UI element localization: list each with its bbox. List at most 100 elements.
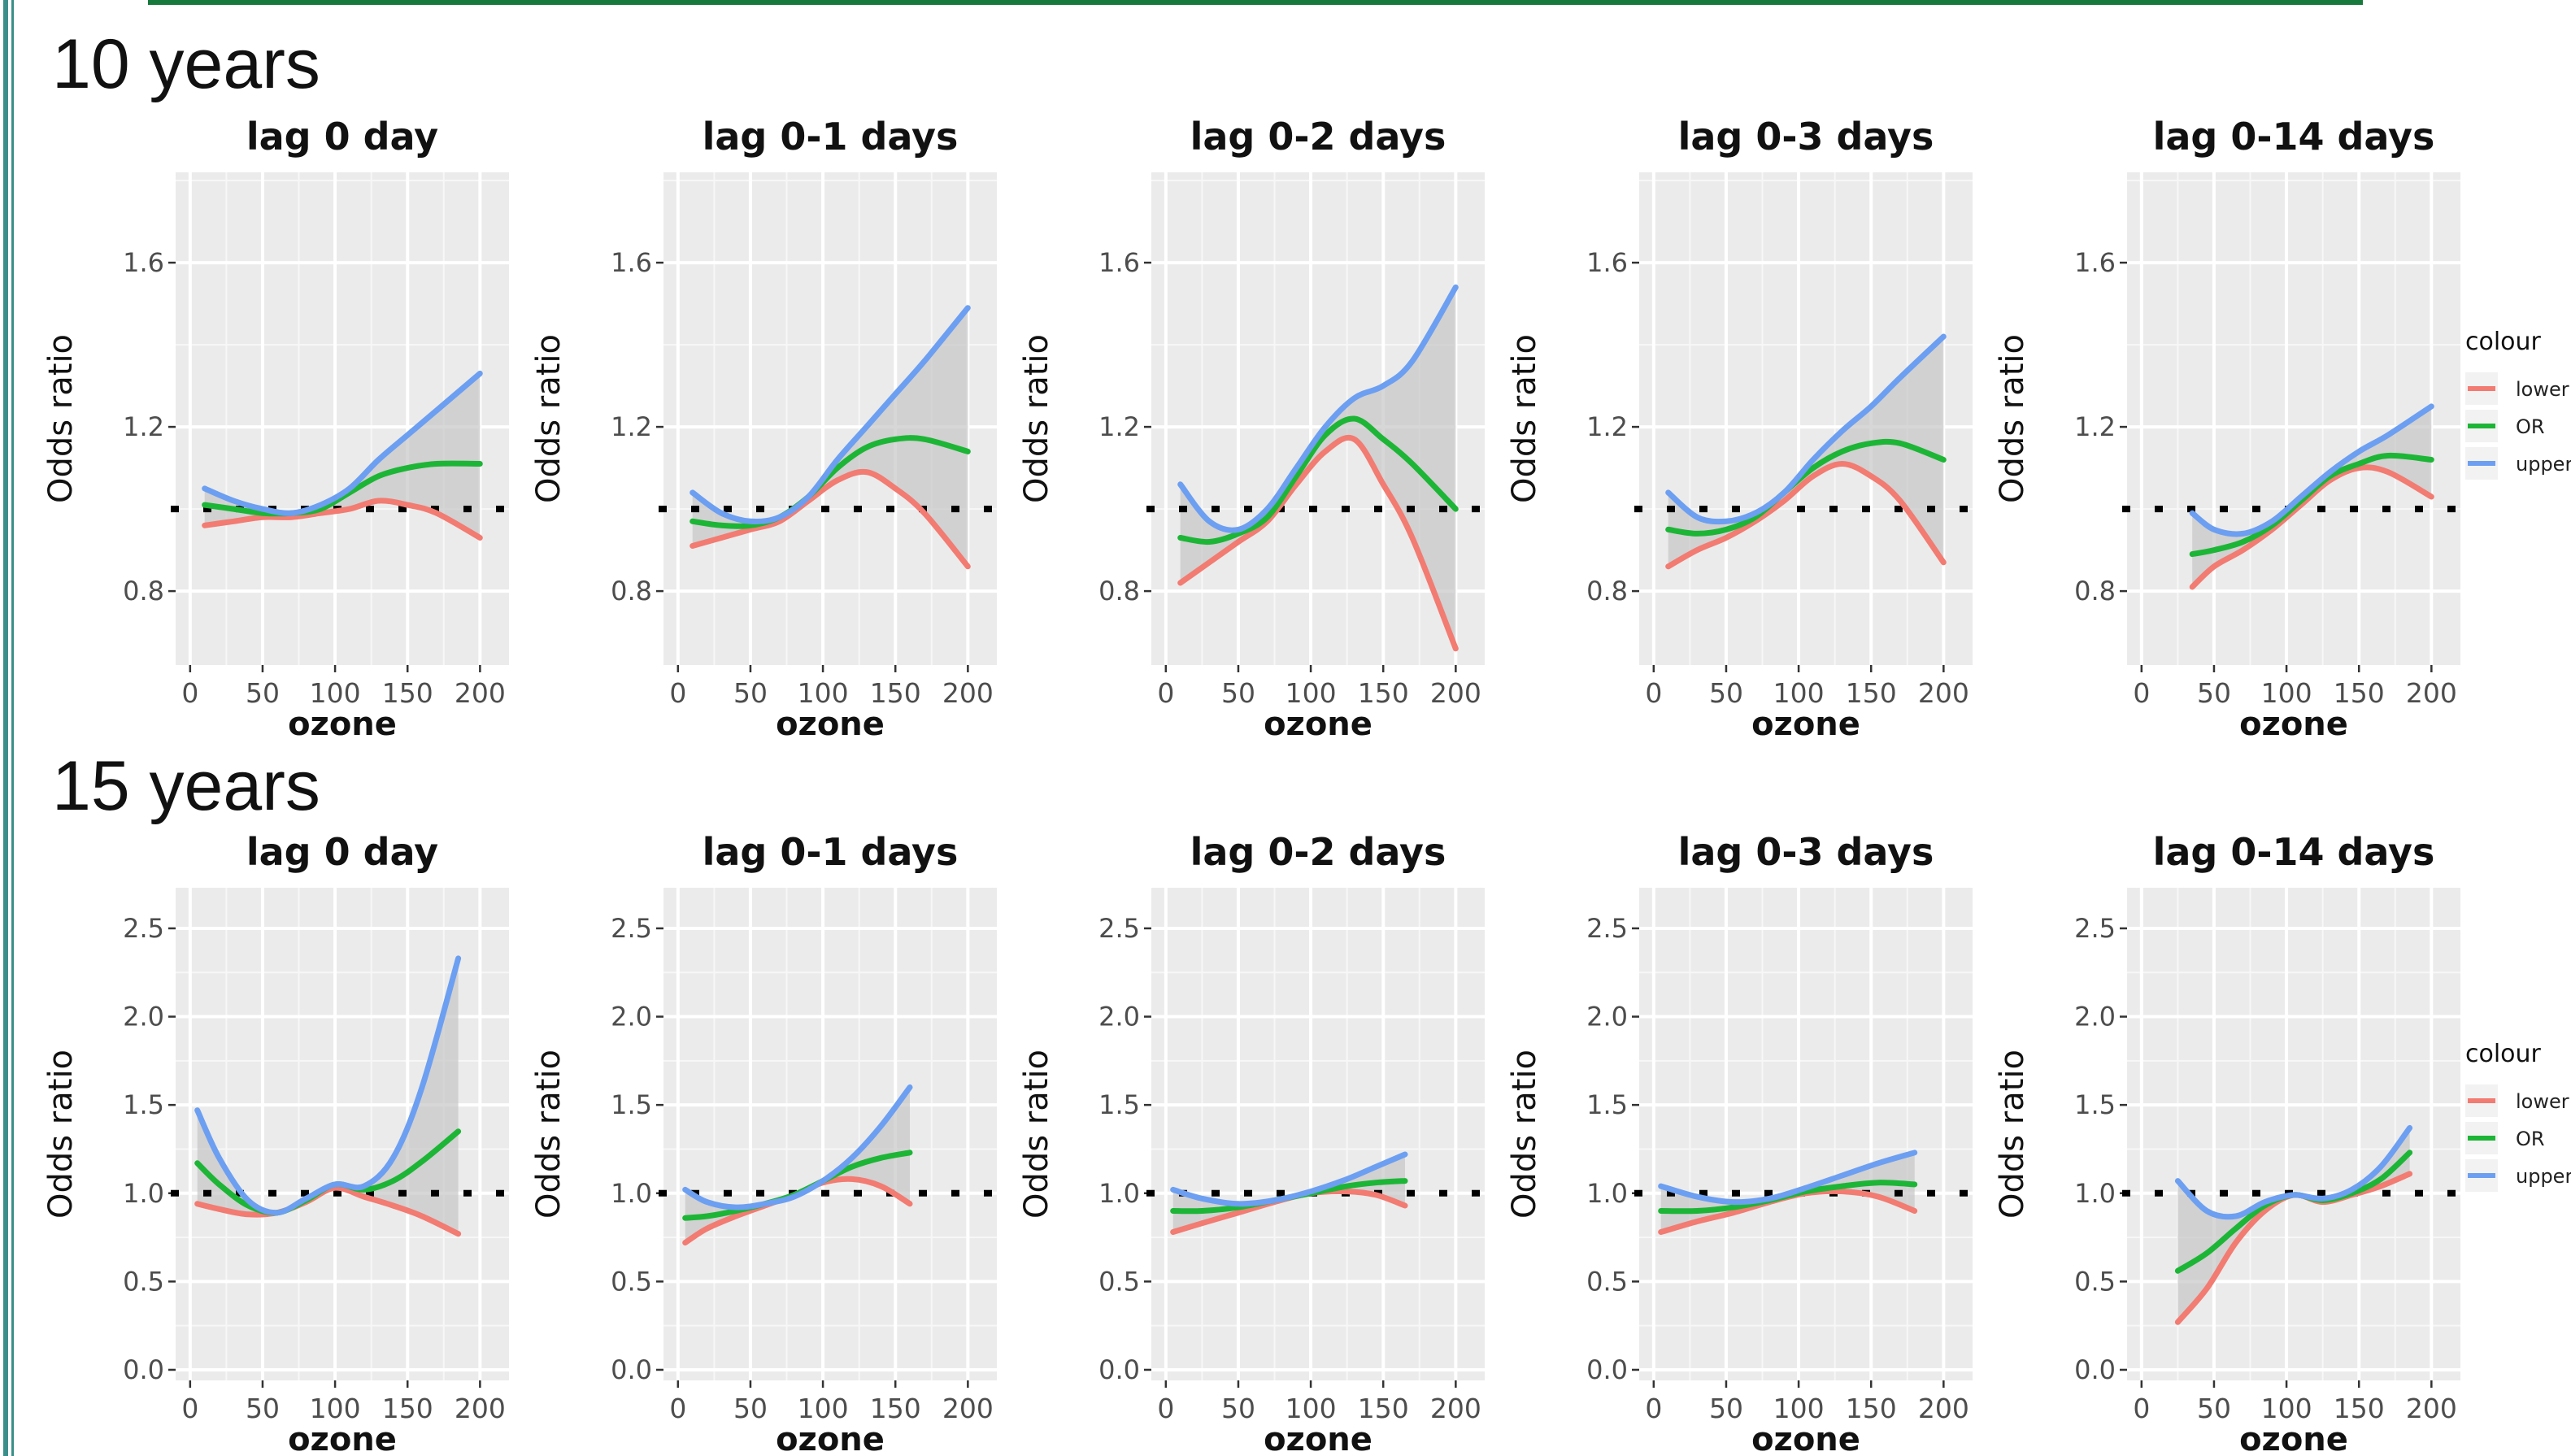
x-axis-label: ozone (1751, 1421, 1860, 1456)
x-tick-label: 0 (1645, 677, 1662, 709)
legend-label-upper: upper (2516, 1165, 2571, 1188)
y-tick-label: 2.5 (2074, 913, 2116, 944)
x-tick-label: 150 (1846, 677, 1897, 709)
x-tick-label: 200 (2406, 1393, 2457, 1424)
legend-label-upper: upper (2516, 453, 2571, 476)
x-tick-label: 0 (181, 1393, 198, 1424)
y-tick-label: 2.0 (1098, 1002, 1140, 1032)
panel-15y-3: 0 50 100 150 200 0.0 0.5 1.0 1.5 2.0 2.5 lag 0-2 da… (1018, 830, 1488, 1456)
y-tick-label: 2.0 (123, 1002, 164, 1032)
y-tick-label: 1.5 (2074, 1089, 2116, 1120)
y-tick-label: 0.8 (1586, 576, 1628, 606)
x-tick-label: 50 (1709, 677, 1743, 709)
x-tick-label: 100 (1773, 1393, 1825, 1424)
y-tick-label: 2.5 (1098, 913, 1140, 944)
y-tick-label: 2.5 (1586, 913, 1628, 944)
y-tick-label: 1.0 (2074, 1178, 2116, 1209)
series-line-or (2189, 452, 2434, 558)
y-tick-label: 0.8 (2074, 576, 2116, 606)
x-tick-label: 200 (1430, 1393, 1481, 1424)
panel-10y-1: 0 50 100 150 200 0.8 1.2 1.6 lag 0 day ozone Odds … (42, 115, 512, 743)
confidence-ribbon (1668, 337, 1944, 567)
x-tick-label: 0 (2133, 1393, 2150, 1424)
series-line-upper (682, 1084, 913, 1210)
legend-title: colour (2465, 1040, 2542, 1068)
panel-title: lag 0-1 days (703, 830, 959, 874)
y-tick-label: 1.6 (2074, 247, 2116, 278)
x-axis-label: ozone (2239, 1421, 2348, 1456)
x-tick-label: 150 (870, 677, 921, 709)
panel-title: lag 0-3 days (1678, 115, 1934, 159)
legend-10y: colour lower C OR upper (2465, 328, 2571, 480)
x-axis-label: ozone (1264, 1421, 1373, 1456)
x-tick-label: 0 (669, 1393, 686, 1424)
section-label-15-years: 15 years (52, 747, 320, 825)
panel-10y-2: 0 50 100 150 200 0.8 1.2 1.6 lag 0-1 days ozone Od… (530, 115, 1000, 743)
y-tick-label: 1.6 (1586, 247, 1628, 278)
y-tick-label: 0.8 (611, 576, 652, 606)
panel-10y-3: 0 50 100 150 200 0.8 1.2 1.6 lag 0-2 days ozone Od… (1018, 115, 1488, 743)
series-line-lower (2189, 464, 2434, 590)
y-tick-label: 1.0 (611, 1178, 652, 1209)
series-line-upper (1665, 333, 1947, 525)
y-tick-label: 1.2 (1586, 411, 1628, 442)
y-axis-label: Odds ratio (1506, 334, 1543, 503)
y-tick-label: 1.2 (123, 411, 164, 442)
y-tick-label: 0.5 (1586, 1266, 1628, 1297)
x-tick-label: 50 (246, 1393, 280, 1424)
panel-15y-4: 0 50 100 150 200 0.0 0.5 1.0 1.5 2.0 2.5 lag 0-3 da… (1506, 830, 1976, 1456)
x-tick-label: 150 (382, 1393, 433, 1424)
y-tick-label: 2.0 (611, 1002, 652, 1032)
series-line-lower (1177, 434, 1459, 652)
y-tick-label: 1.2 (1098, 411, 1140, 442)
x-tick-label: 200 (455, 677, 506, 709)
legend-15y: colour lower C OR upper (2465, 1040, 2571, 1192)
panel-background (2127, 172, 2460, 665)
x-axis-label: ozone (1264, 706, 1373, 743)
series-line-lower (690, 468, 971, 570)
x-tick-label: 150 (2334, 677, 2385, 709)
panel-background (663, 888, 997, 1380)
x-tick-label: 100 (310, 1393, 361, 1424)
legend-label-or: OR (2516, 1128, 2545, 1150)
y-tick-label: 1.5 (1586, 1089, 1628, 1120)
x-tick-label: 200 (1918, 677, 1969, 709)
legend-label-lower: lower C (2516, 378, 2571, 401)
y-tick-label: 1.0 (1586, 1178, 1628, 1209)
y-tick-label: 1.6 (611, 247, 652, 278)
y-tick-label: 1.5 (1098, 1089, 1140, 1120)
x-axis-label: ozone (2239, 706, 2348, 743)
y-tick-label: 0.8 (1098, 576, 1140, 606)
x-tick-label: 50 (1709, 1393, 1743, 1424)
y-tick-label: 2.0 (2074, 1002, 2116, 1032)
y-tick-label: 0.0 (2074, 1354, 2116, 1385)
y-tick-label: 1.0 (123, 1178, 164, 1209)
panel-title: lag 0 day (246, 115, 438, 159)
x-tick-label: 100 (1773, 677, 1825, 709)
x-tick-label: 150 (870, 1393, 921, 1424)
panel-15y-2: 0 50 100 150 200 0.0 0.5 1.0 1.5 2.0 2.5 lag 0-1 da… (530, 830, 1000, 1456)
x-tick-label: 100 (310, 677, 361, 709)
y-axis-label: Odds ratio (1994, 1050, 2031, 1219)
panel-10y-5: 0 50 100 150 200 0.8 1.2 1.6 lag 0-14 days ozone O… (1994, 115, 2464, 743)
x-tick-label: 200 (942, 677, 994, 709)
legend-label-lower: lower C (2516, 1090, 2571, 1113)
x-tick-label: 0 (2133, 677, 2150, 709)
x-tick-label: 0 (1645, 1393, 1662, 1424)
series-line-upper (194, 955, 462, 1216)
x-axis-label: ozone (776, 1421, 885, 1456)
y-tick-label: 0.0 (1098, 1354, 1140, 1385)
panel-title: lag 0-14 days (2153, 830, 2435, 874)
y-tick-label: 0.0 (611, 1354, 652, 1385)
panel-background (1639, 888, 1973, 1380)
x-tick-label: 150 (1358, 1393, 1409, 1424)
x-axis-label: ozone (776, 706, 885, 743)
panel-10y-4: 0 50 100 150 200 0.8 1.2 1.6 lag 0-3 days ozone Od… (1506, 115, 1976, 743)
confidence-ribbon (197, 958, 459, 1234)
x-tick-label: 0 (181, 677, 198, 709)
x-tick-label: 50 (733, 1393, 768, 1424)
series-line-upper (1658, 1150, 1918, 1206)
y-axis-label: Odds ratio (1506, 1050, 1543, 1219)
y-tick-label: 2.5 (611, 913, 652, 944)
series-line-or (202, 460, 483, 517)
